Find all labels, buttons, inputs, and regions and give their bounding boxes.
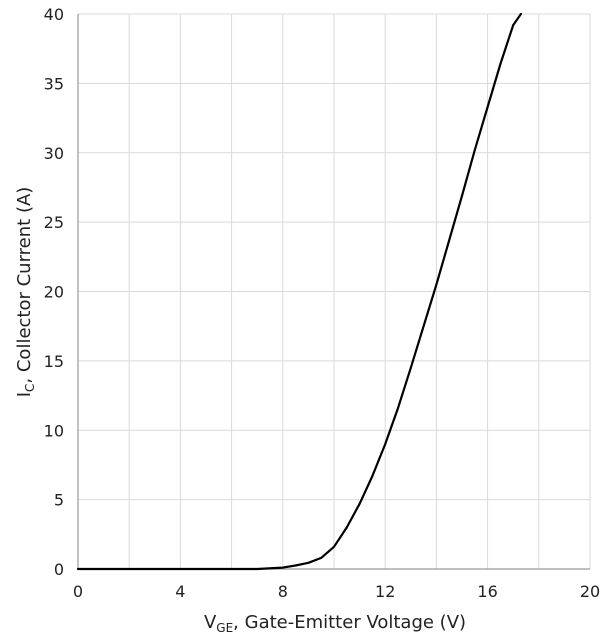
- y-axis-label-subscript: C: [23, 384, 37, 392]
- series-line: [76, 12, 523, 571]
- series: [76, 12, 523, 571]
- y-tick-label: 35: [44, 74, 64, 93]
- tick-labels: 0 4 8 12 16 20 0 5 10 15 20 25 30 35 40: [44, 5, 601, 601]
- y-tick-label: 0: [54, 560, 64, 579]
- y-tick-label: 20: [44, 283, 64, 302]
- x-tick-label: 16: [477, 582, 497, 601]
- y-axis-label-main: I: [14, 392, 35, 397]
- x-tick-label: 12: [375, 582, 395, 601]
- x-tick-label: 4: [175, 582, 185, 601]
- x-tick-label: 20: [580, 582, 600, 601]
- x-tick-label: 8: [278, 582, 288, 601]
- y-axis-label: IC, Collector Current (A): [14, 187, 37, 398]
- x-axis-label-subscript: GE: [216, 621, 233, 635]
- y-tick-label: 10: [44, 421, 64, 440]
- x-axis-label: VGE, Gate-Emitter Voltage (V): [204, 612, 466, 635]
- x-axis-label-main: V: [204, 612, 217, 633]
- y-tick-label: 25: [44, 213, 64, 232]
- y-tick-label: 30: [44, 144, 64, 163]
- y-axis-label-rest: , Collector Current (A): [14, 187, 35, 384]
- x-tick-label: 0: [73, 582, 83, 601]
- y-tick-label: 15: [44, 352, 64, 371]
- grid: [78, 13, 591, 569]
- y-tick-label: 5: [54, 491, 64, 510]
- y-tick-label: 40: [44, 5, 64, 24]
- x-axis-label-rest: , Gate-Emitter Voltage (V): [233, 612, 466, 633]
